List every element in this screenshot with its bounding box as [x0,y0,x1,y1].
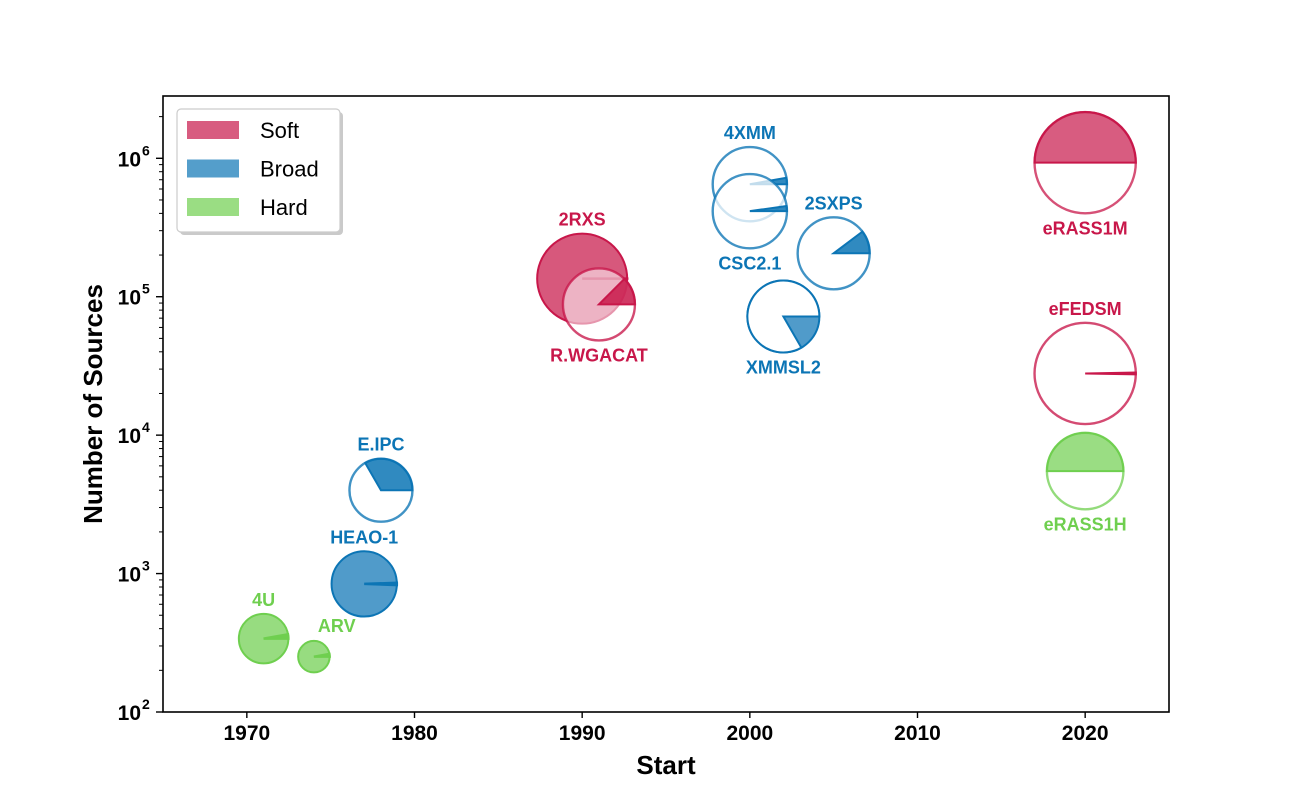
catalog-4u: 4U [237,590,290,665]
bubble-label: eRASS1H [1044,514,1127,534]
bubble-wedge [1085,371,1137,376]
legend-label-soft: Soft [260,118,299,143]
x-tick-label: 1990 [559,722,606,745]
catalog-bubbles: 4U ARV HEAO-1 E.IPC 2RXS R.WGACAT 4XMM CSC2.1 2S… [237,110,1137,674]
bubble-label: 2SXPS [805,193,863,213]
y-tick-exponent: 4 [142,419,150,435]
legend-swatch-soft [187,121,239,139]
legend: Soft Broad Hard [176,108,343,235]
legend-label-broad: Broad [260,157,319,182]
y-tick-label: 10 [118,702,141,725]
x-tick-label: 2020 [1062,722,1109,745]
bubble-label: 4U [252,590,275,610]
y-tick-label: 10 [118,564,141,587]
x-tick-label: 2000 [726,722,773,745]
bubble-wedge [749,204,788,213]
bubble-label: HEAO-1 [330,527,398,547]
catalog-xmmsl2: XMMSL2 [746,279,821,377]
bubble-label: ARV [318,616,356,636]
catalog-csc2-1: CSC2.1 [711,172,789,273]
y-tick-exponent: 3 [142,558,150,574]
legend-label-hard: Hard [260,195,308,220]
bubble-wedge [596,277,636,306]
catalog-e-ipc: E.IPC [348,435,414,523]
y-axis-title: Number of Sources [78,284,108,524]
catalog-efedsm: eFEDSM [1033,299,1137,426]
y-tick-exponent: 2 [142,696,150,712]
bubble-label: R.WGACAT [550,345,648,365]
bubble-wedge [1045,431,1125,473]
x-tick-label: 2010 [894,722,941,745]
bubble-wedge [263,632,290,640]
y-tick-exponent: 5 [142,281,150,297]
bubble-wedge [746,279,821,354]
catalog-erass1h: eRASS1H [1044,431,1127,534]
legend-swatch-hard [187,198,239,216]
bubble-label: eFEDSM [1049,299,1122,319]
x-axis-title: Start [636,750,696,780]
bubble-label: CSC2.1 [718,253,781,273]
y-tick-exponent: 6 [142,142,150,158]
y-tick-label: 10 [118,287,141,310]
bubble-label: eRASS1M [1043,218,1128,238]
y-tick-label: 10 [118,148,141,171]
plot-area [162,95,1170,713]
catalog-r-wgacat: R.WGACAT [550,267,648,365]
bubble-label: E.IPC [357,435,404,455]
bubble-label: XMMSL2 [746,357,821,377]
catalog-arv: ARV [297,616,356,674]
legend-swatch-broad [187,159,239,178]
bubble-label: 4XMM [724,123,776,143]
bubble-wedge [364,581,399,587]
catalog-2sxps: 2SXPS [796,193,871,291]
x-tick-label: 1980 [391,722,438,745]
bubble-wedge [313,652,331,658]
bubble-wedge [1033,111,1137,164]
bubble-label: 2RXS [559,210,606,230]
catalog-heao-1: HEAO-1 [330,527,399,618]
y-tick-label: 10 [118,425,141,448]
bubble-wedge [830,230,871,255]
catalog-erass1m: eRASS1M [1033,110,1137,238]
bubble-wedge [363,457,414,492]
x-tick-label: 1970 [223,722,270,745]
